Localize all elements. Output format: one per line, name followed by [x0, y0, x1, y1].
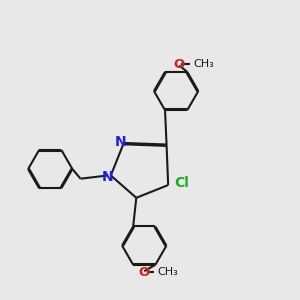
- Text: Cl: Cl: [174, 176, 189, 190]
- Text: CH₃: CH₃: [194, 59, 214, 69]
- Text: O: O: [139, 266, 150, 279]
- Text: O: O: [174, 58, 185, 71]
- Text: N: N: [114, 135, 126, 149]
- Text: N: N: [102, 170, 113, 184]
- Text: CH₃: CH₃: [158, 267, 178, 278]
